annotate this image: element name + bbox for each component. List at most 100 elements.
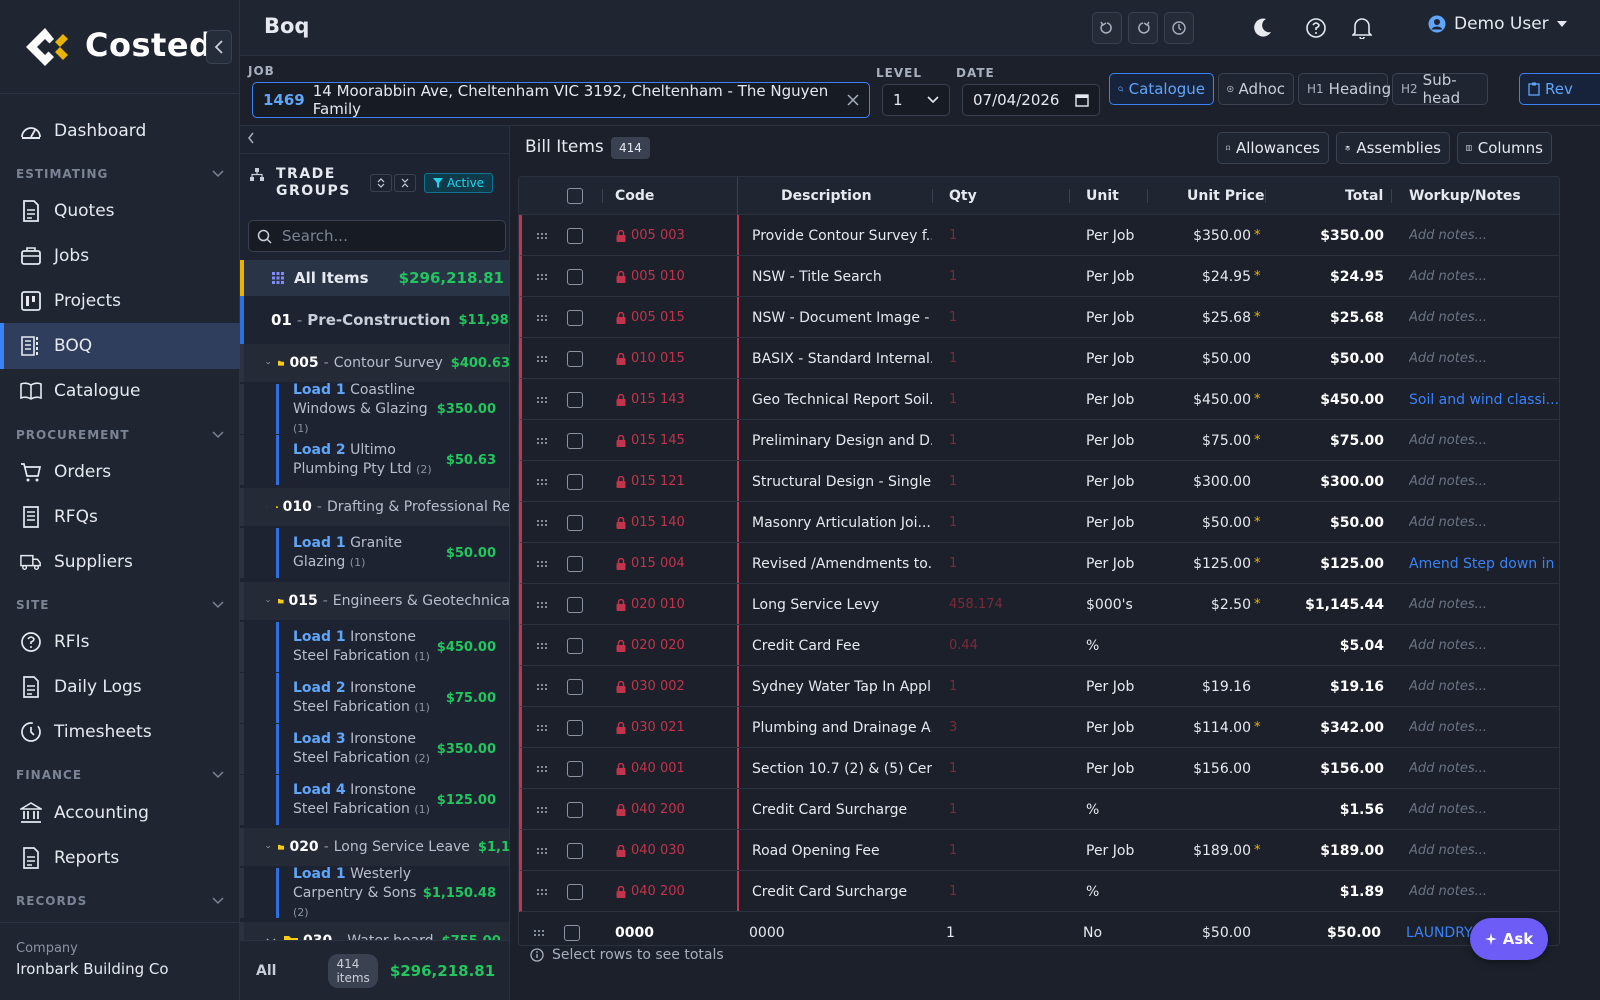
row-checkbox[interactable]	[567, 625, 583, 666]
item-qty[interactable]: 1	[949, 843, 958, 858]
drag-handle-icon[interactable]	[536, 707, 556, 748]
item-unit[interactable]: Per Job	[1086, 227, 1135, 244]
item-notes[interactable]: Add notes...	[1409, 638, 1487, 653]
row-checkbox[interactable]	[567, 338, 583, 379]
section-records[interactable]: RECORDS	[16, 891, 224, 911]
item-code[interactable]: 015 121	[631, 474, 685, 489]
assemblies-button[interactable]: Assemblies	[1336, 132, 1450, 164]
item-unit[interactable]: Per Job	[1086, 842, 1135, 859]
drag-handle-icon[interactable]	[536, 830, 556, 871]
section-finance[interactable]: FINANCE	[16, 765, 224, 785]
row-checkbox[interactable]	[567, 707, 583, 748]
subhead-button[interactable]: H2 Sub-head	[1392, 71, 1488, 107]
ask-ai-button[interactable]: Ask	[1470, 918, 1548, 960]
active-filter-toggle[interactable]: Active	[424, 173, 493, 193]
item-qty[interactable]: 1	[949, 761, 958, 776]
item-code[interactable]: 015 140	[631, 515, 685, 530]
item-description[interactable]: Preliminary Design and D...	[752, 432, 932, 449]
columns-button[interactable]: Columns	[1457, 132, 1552, 164]
item-notes[interactable]: Add notes...	[1409, 679, 1487, 694]
item-unit[interactable]: Per Job	[1086, 350, 1135, 367]
item-qty[interactable]: 1	[946, 924, 955, 941]
item-code[interactable]: 020 020	[631, 638, 685, 653]
row-checkbox[interactable]	[567, 789, 583, 830]
item-unit-price[interactable]: $450.00 *	[1162, 379, 1262, 420]
dark-mode-toggle[interactable]	[1248, 14, 1276, 42]
item-qty[interactable]: 3	[949, 720, 958, 735]
item-code[interactable]: 030 021	[631, 720, 685, 735]
drag-handle-icon[interactable]	[536, 461, 556, 502]
drag-handle-icon[interactable]	[536, 420, 556, 461]
item-notes[interactable]: Add notes...	[1409, 843, 1487, 858]
row-checkbox[interactable]	[567, 215, 583, 256]
table-row[interactable]: 0000 0000 1 No $50.00 $50.00 LAUNDRY	[519, 912, 1559, 945]
section-estimating[interactable]: ESTIMATING	[16, 164, 224, 184]
item-code[interactable]: 015 145	[631, 433, 685, 448]
column-total[interactable]: Total	[1345, 188, 1384, 204]
item-qty[interactable]: 458.174	[949, 597, 1003, 612]
item-description[interactable]: Provide Contour Survey f...	[752, 227, 932, 244]
heading-button[interactable]: H1 Heading	[1298, 73, 1391, 105]
item-qty[interactable]: 1	[949, 228, 958, 243]
item-qty[interactable]: 1	[949, 802, 958, 817]
item-description[interactable]: NSW - Document Image - ...	[752, 309, 932, 326]
drag-handle-icon[interactable]	[536, 666, 556, 707]
job-select[interactable]: 1469 14 Moorabbin Ave, Cheltenham VIC 31…	[252, 82, 870, 118]
row-checkbox[interactable]	[567, 461, 583, 502]
trade-subgroup-row[interactable]: 015 - Engineers & Geotechnica	[240, 582, 509, 620]
table-row[interactable]: 015 145 Preliminary Design and D... 1 Per J…	[519, 420, 1559, 461]
item-unit[interactable]: Per Job	[1086, 473, 1135, 490]
drag-handle-icon[interactable]	[536, 256, 556, 297]
drag-handle-icon[interactable]	[533, 912, 553, 945]
table-row[interactable]: 030 002 Sydney Water Tap In Appl... 1 Per J…	[519, 666, 1559, 707]
table-row[interactable]: 010 015 BASIX - Standard Internal... 1 Per …	[519, 338, 1559, 379]
trade-subgroup-row[interactable]: 010 - Drafting & Professional Re	[240, 488, 509, 526]
item-notes[interactable]: Add notes...	[1409, 515, 1487, 530]
section-procurement[interactable]: PROCUREMENT	[16, 425, 224, 445]
row-checkbox[interactable]	[564, 912, 580, 945]
redo-button[interactable]	[1128, 12, 1158, 44]
item-notes[interactable]: Soil and wind classi...	[1409, 391, 1559, 408]
column-unit[interactable]: Unit	[1086, 188, 1119, 204]
item-notes[interactable]: Add notes...	[1409, 761, 1487, 776]
item-code[interactable]: 020 010	[631, 597, 685, 612]
user-menu[interactable]: Demo User	[1428, 14, 1567, 34]
table-row[interactable]: 030 021 Plumbing and Drainage A... 3 Per Jo…	[519, 707, 1559, 748]
item-notes[interactable]: Add notes...	[1409, 474, 1487, 489]
item-description[interactable]: Credit Card Surcharge	[752, 801, 908, 818]
item-qty[interactable]: 1	[949, 515, 958, 530]
table-row[interactable]: 015 140 Masonry Articulation Joi... 1 Per J…	[519, 502, 1559, 543]
item-code[interactable]: 040 001	[631, 761, 685, 776]
item-code[interactable]: 0000	[615, 924, 654, 941]
item-qty[interactable]: 1	[949, 392, 958, 407]
item-qty[interactable]: 1	[949, 269, 958, 284]
collapse-panel-button[interactable]	[246, 131, 256, 145]
item-unit[interactable]: Per Job	[1086, 268, 1135, 285]
item-unit-price[interactable]: $25.68 *	[1162, 297, 1262, 338]
column-qty[interactable]: Qty	[949, 188, 977, 204]
item-unit-price[interactable]: $75.00 *	[1162, 420, 1262, 461]
item-unit-price[interactable]: $300.00	[1162, 461, 1262, 502]
item-notes[interactable]: Add notes...	[1409, 884, 1487, 899]
adhoc-button[interactable]: Adhoc	[1218, 73, 1294, 105]
item-unit[interactable]: Per Job	[1086, 555, 1135, 572]
item-code[interactable]: 010 015	[631, 351, 685, 366]
load-row[interactable]: Load 2 Ironstone Steel Fabrication (1) $…	[240, 673, 509, 723]
table-row[interactable]: 040 200 Credit Card Surcharge 1% $1.56 Add n…	[519, 789, 1559, 830]
item-notes[interactable]: Add notes...	[1409, 433, 1487, 448]
load-row[interactable]: Load 1 Ironstone Steel Fabrication (1) $…	[240, 622, 509, 672]
item-notes[interactable]: LAUNDRY	[1406, 924, 1473, 941]
item-description[interactable]: Credit Card Surcharge	[752, 883, 908, 900]
nav-suppliers[interactable]: Suppliers	[0, 539, 240, 585]
table-row[interactable]: 040 030 Road Opening Fee 1 Per Job $189.00 * $…	[519, 830, 1559, 871]
item-unit[interactable]: Per Job	[1086, 309, 1135, 326]
drag-handle-icon[interactable]	[536, 215, 556, 256]
help-button[interactable]	[1302, 14, 1330, 42]
item-description[interactable]: Credit Card Fee	[752, 637, 861, 654]
row-checkbox[interactable]	[567, 502, 583, 543]
nav-daily-logs[interactable]: Daily Logs	[0, 664, 240, 710]
review-button[interactable]: Rev	[1519, 73, 1600, 105]
item-unit[interactable]: No	[1083, 924, 1103, 941]
row-checkbox[interactable]	[567, 871, 583, 912]
all-items-row[interactable]: All Items $296,218.81	[240, 260, 509, 296]
